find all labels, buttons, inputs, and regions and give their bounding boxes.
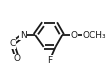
Text: OCH₃: OCH₃: [83, 31, 106, 40]
Text: O: O: [14, 54, 21, 63]
Text: F: F: [47, 56, 52, 65]
Text: N: N: [20, 31, 27, 40]
Text: O: O: [71, 31, 78, 40]
Text: C: C: [9, 39, 16, 48]
